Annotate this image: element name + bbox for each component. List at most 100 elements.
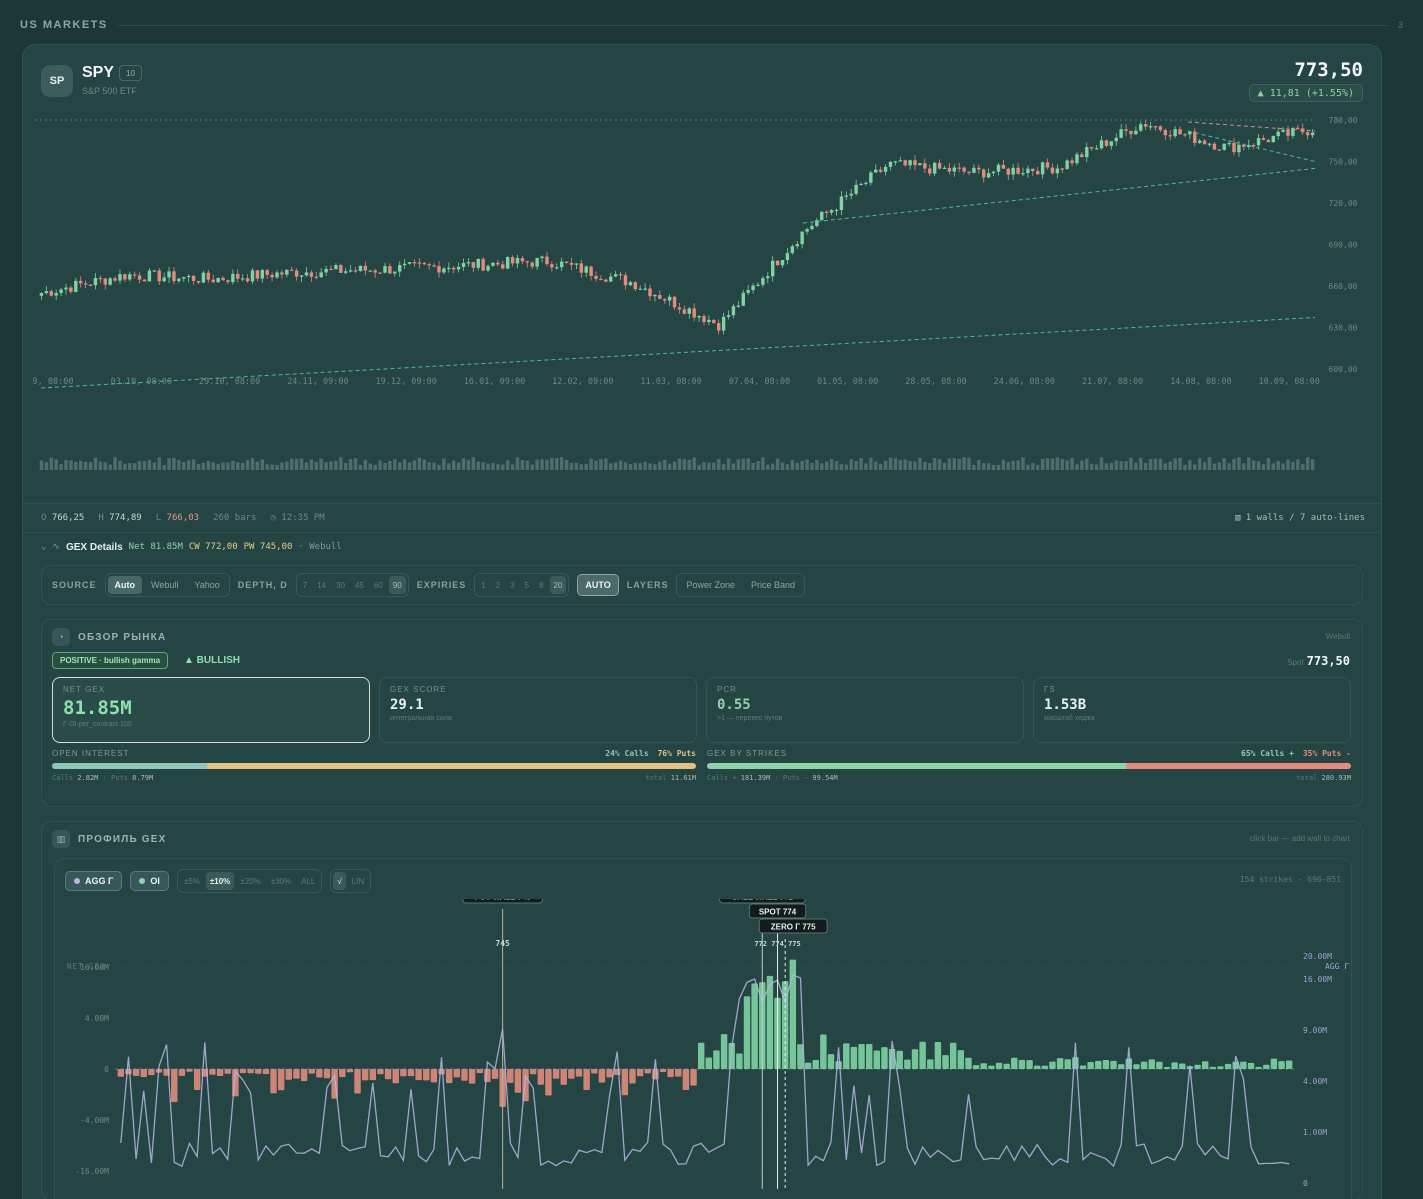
candle-body [319, 272, 323, 278]
range-all[interactable]: ALL [301, 876, 316, 886]
gex-bar [293, 1069, 300, 1079]
candle-body [756, 284, 760, 286]
overview-source: Webull [1325, 632, 1350, 641]
gex-bar [598, 1069, 606, 1083]
expiries-2[interactable]: 2 [495, 580, 501, 590]
volume-bar [383, 462, 387, 470]
layer-price-band[interactable]: Price Band [750, 580, 796, 590]
volume-bar [726, 458, 731, 470]
source-webull[interactable]: Webull [151, 580, 179, 590]
volume-bar [1178, 457, 1182, 470]
volume-bar [358, 464, 363, 470]
walls-lines-info[interactable]: ▥ 1 walls / 7 auto-lines [1234, 513, 1365, 523]
volume-bar [1291, 462, 1295, 470]
candle-body [721, 316, 726, 331]
auto-button[interactable]: AUTO [577, 574, 619, 596]
candle-body [1251, 144, 1256, 147]
expiries-3[interactable]: 3 [510, 580, 515, 590]
volume-bar [584, 463, 588, 470]
candle-body [702, 316, 706, 323]
range-20[interactable]: ±20% [240, 876, 261, 886]
candle-body [820, 211, 824, 221]
gex-bar [1171, 1062, 1178, 1069]
depth-7[interactable]: 7 [302, 580, 308, 590]
metric-net-gex[interactable]: NET GEX 81.85M Γ·OI·per_contract·100 [52, 677, 370, 743]
gex-bar [239, 1069, 247, 1074]
candle-body [692, 308, 696, 318]
candle-body [378, 272, 382, 274]
volume-bar [397, 462, 402, 470]
source-yahoo[interactable]: Yahoo [194, 580, 220, 590]
volume-bar [540, 459, 544, 470]
volume-bar [1256, 461, 1261, 470]
gex-bar [1278, 1061, 1285, 1069]
candle-body [407, 262, 412, 264]
candle-body [186, 275, 191, 278]
check-toggle[interactable]: √ [333, 872, 346, 890]
volume-bar [623, 462, 628, 470]
metric-pcr[interactable]: PCR 0.55 >1 — перевес путов [706, 677, 1024, 743]
candle-body [432, 265, 436, 267]
candle-body [741, 292, 745, 306]
gex-bar [591, 1069, 598, 1074]
expiries-5[interactable]: 5 [524, 580, 530, 590]
volume-bar [545, 459, 549, 470]
gex-bar [980, 1063, 987, 1069]
volume-bar [1202, 462, 1207, 470]
candle-body [874, 169, 878, 173]
candle-body [903, 160, 907, 166]
candle-body [569, 262, 574, 265]
volume-bar [1173, 458, 1177, 470]
range-10[interactable]: ±10% [205, 872, 235, 890]
gex-bar [308, 1069, 315, 1074]
expiries-1[interactable]: 1 [481, 580, 486, 590]
gex-bar [713, 1050, 720, 1069]
gex-profile-chart[interactable]: NET GEX AGG Γ 16.00M 4.00M 0 -4.00M -16.00M 20.… [55, 899, 1353, 1199]
layer-power-zone[interactable]: Power Zone [686, 580, 735, 590]
volume-bar [373, 464, 377, 470]
svg-text:PUT WALL 745: PUT WALL 745 [474, 899, 531, 902]
volume-bar [329, 461, 333, 470]
x-axis-tick: 28.05, 08:00 [905, 377, 966, 387]
candle-body [1089, 147, 1094, 149]
metric-gex-score[interactable]: GEX SCORE 29.1 интегральная сила [379, 677, 697, 743]
volume-bar [972, 464, 976, 470]
range-30[interactable]: ±30% [270, 876, 292, 886]
depth-45[interactable]: 45 [355, 580, 364, 590]
volume-bar [275, 464, 279, 470]
volume-bar [1222, 458, 1226, 470]
candle-body [1217, 149, 1222, 151]
depth-30[interactable]: 30 [336, 580, 346, 590]
volume-bar [314, 461, 319, 470]
agg-gamma-toggle[interactable]: AGG Γ [65, 871, 123, 891]
volume-bar [1271, 463, 1276, 470]
right-axis-tick: 1.00M [1303, 1128, 1327, 1137]
price-chart[interactable]: 780,00 750,00 720,00 690,00 660,00 630,00 600,… [23, 105, 1382, 545]
gex-bar [377, 1069, 384, 1075]
candle-body [1070, 160, 1074, 164]
gex-bar [606, 1069, 613, 1078]
range-5[interactable]: ±5% [183, 876, 200, 886]
volume-bar [1266, 457, 1271, 470]
gex-details-toggle[interactable]: ⌄ ∿ GEX Details Net 81.85M CW 772,00 PW … [41, 539, 342, 555]
volume-bar [520, 459, 525, 470]
candle-body [604, 279, 608, 282]
metric-gamma-scale[interactable]: ΓS 1.53B масштаб хеджа [1033, 677, 1351, 743]
expiries-20[interactable]: 20 [549, 576, 567, 594]
source-auto[interactable]: Auto [107, 576, 143, 594]
ticker-symbol[interactable]: SPY [82, 64, 115, 81]
candle-body [530, 262, 534, 267]
depth-90[interactable]: 90 [388, 576, 406, 594]
candle-body [957, 167, 961, 169]
gex-call-wall: CW 772,00 [188, 542, 238, 552]
depth-60[interactable]: 60 [373, 580, 383, 590]
volume-bar [883, 460, 888, 470]
expiries-8[interactable]: 8 [539, 580, 544, 590]
oi-toggle[interactable]: OI [130, 871, 169, 891]
pulse-icon: ∿ [52, 542, 60, 552]
gex-bar [682, 1069, 690, 1090]
gex-bar [995, 1062, 1003, 1069]
lin-toggle[interactable]: LIN [351, 876, 365, 886]
depth-14[interactable]: 14 [317, 580, 327, 590]
volume-bar [785, 464, 790, 470]
